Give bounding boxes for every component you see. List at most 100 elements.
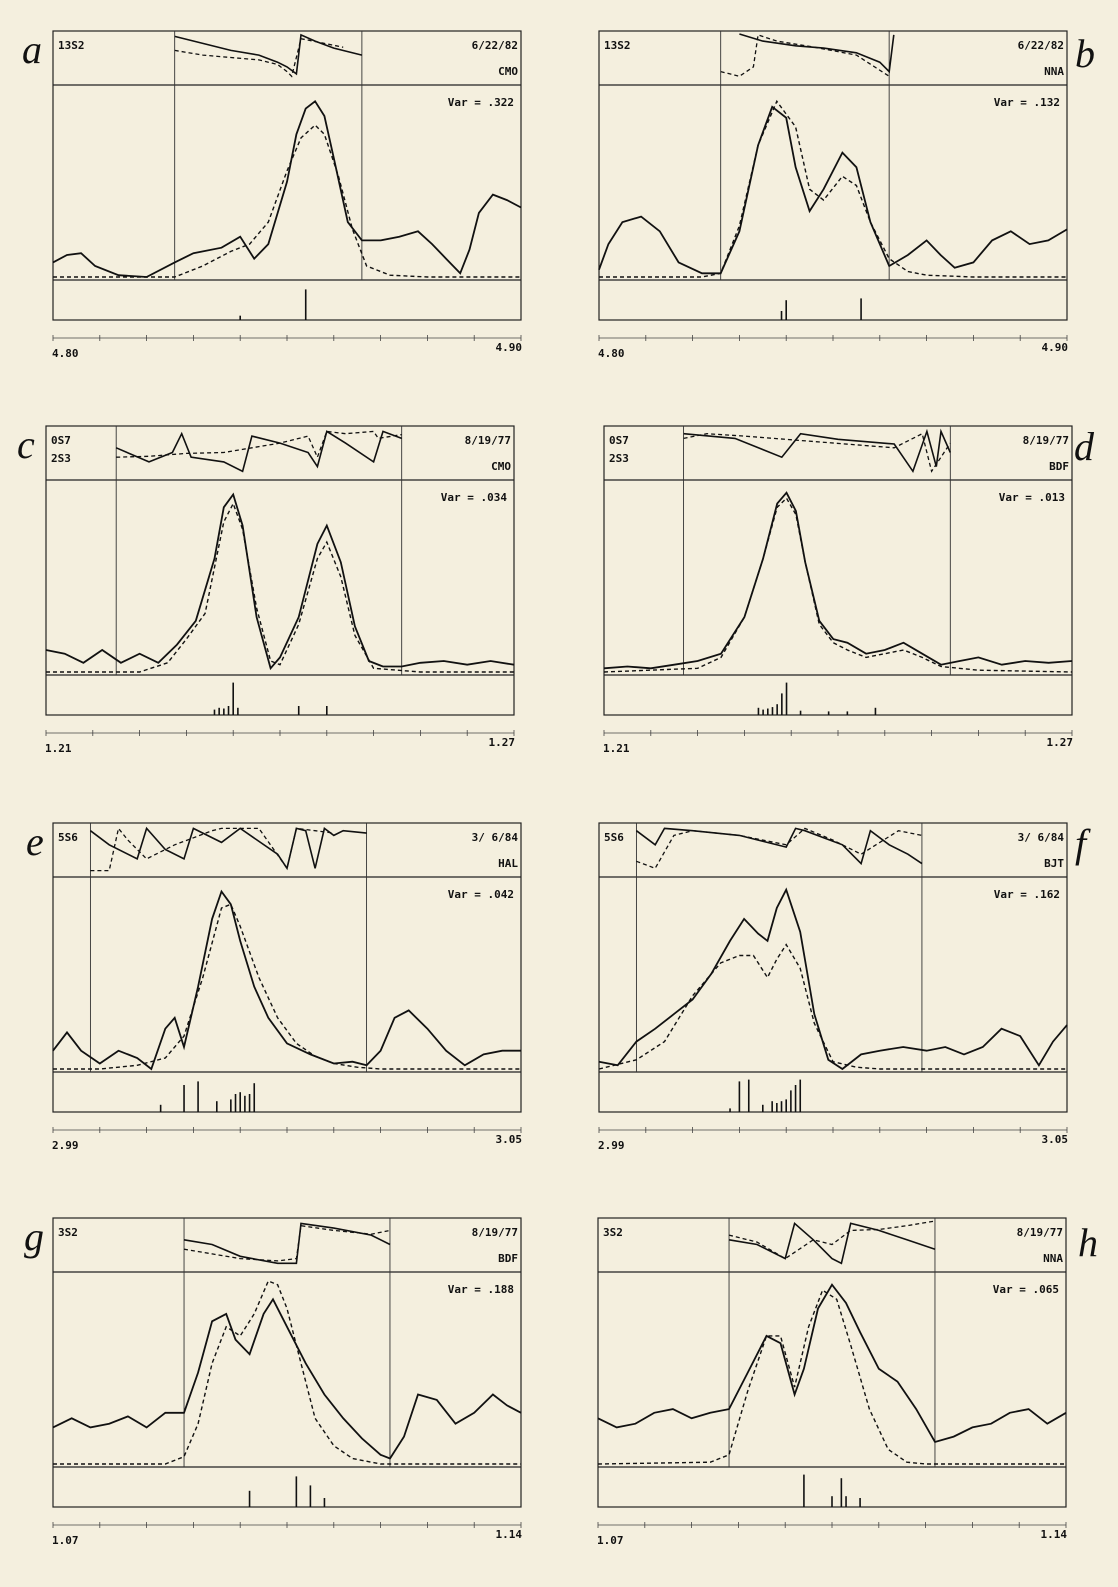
variance-label: Var = <box>447 888 481 901</box>
plot-frame <box>597 1217 1067 1508</box>
variance-label: Var = <box>998 491 1032 504</box>
station-code: CMO <box>491 460 511 473</box>
variance-value: .013 <box>1038 491 1066 504</box>
variance-value: .042 <box>487 888 515 901</box>
variance-readout: Var = .013 <box>999 492 1065 504</box>
phase-model-line <box>683 432 951 473</box>
phase-model-line <box>116 430 402 459</box>
x-axis-end-label: 1.27 <box>488 736 516 749</box>
panel-plot-e <box>52 822 522 1133</box>
panel-label: c <box>17 422 35 467</box>
spectrum-synthetic-line <box>598 943 1067 1070</box>
panel-b: 13S2 6/22/82 NNA Var = .132 4.80 4.90 b <box>598 30 1095 360</box>
date-label: 8/19/77 <box>1016 1226 1063 1239</box>
variance-label: Var = <box>993 888 1027 901</box>
panel-plot-c <box>45 425 515 736</box>
x-axis-start-label: 2.99 <box>52 1139 79 1152</box>
panel-plot-a <box>52 30 522 341</box>
variance-value: .322 <box>487 96 515 109</box>
phase-observed-line <box>174 33 363 76</box>
spectrum-synthetic-line <box>53 124 521 278</box>
spectrum-synthetic-line <box>46 501 514 673</box>
phase-model-line <box>174 37 344 78</box>
panel-label: g <box>24 1214 44 1259</box>
x-axis-end-label: 3.05 <box>495 1133 523 1146</box>
panel-e: 5S6 3/ 6/84 HAL Var = .042 2.99 3.05 e <box>26 822 523 1152</box>
mode-label: 5S6 <box>604 831 624 844</box>
spectrum-observed-line <box>598 887 1068 1071</box>
variance-label: Var = <box>440 491 474 504</box>
mode-label: 13S2 <box>58 39 85 52</box>
panel-plot-g <box>52 1217 522 1528</box>
panel-c: 0S7 2S3 8/19/77 CMO Var = .034 1.21 1.27 c <box>17 425 516 755</box>
mode-label: 0S7 <box>609 434 629 447</box>
spectrum-synthetic-line <box>599 99 1067 278</box>
variance-readout: Var = .065 <box>993 1284 1059 1296</box>
panel-a: 13S2 6/22/82 CMO Var = .322 4.80 4.90 a <box>22 30 522 360</box>
mode-label: 2S3 <box>609 452 629 465</box>
spectrum-observed-line <box>45 492 515 671</box>
station-code: BJT <box>1044 857 1064 870</box>
panel-label: b <box>1075 31 1095 76</box>
phase-observed-line <box>739 33 895 74</box>
panel-label: e <box>26 819 44 864</box>
variance-readout: Var = .322 <box>448 97 514 109</box>
x-axis-end-label: 4.90 <box>1041 341 1069 354</box>
panel-label: a <box>22 27 42 72</box>
mode-label: 3S2 <box>58 1226 78 1239</box>
station-code: NNA <box>1044 65 1064 78</box>
spectrum-synthetic-line <box>603 497 1073 673</box>
variance-value: .188 <box>487 1283 515 1296</box>
x-axis-end-label: 3.05 <box>1041 1133 1069 1146</box>
panel-label: h <box>1078 1220 1098 1265</box>
phase-model-line <box>183 1224 391 1262</box>
station-code: HAL <box>498 857 518 870</box>
date-label: 3/ 6/84 <box>471 831 518 844</box>
panel-g: 3S2 8/19/77 BDF Var = .188 1.07 1.14 g <box>24 1217 523 1547</box>
spectrum-observed-line <box>598 105 1068 275</box>
panel-plot-h <box>597 1217 1067 1528</box>
plot-frame <box>52 1217 522 1508</box>
phase-model-line <box>90 826 334 872</box>
mode-label: 13S2 <box>604 39 631 52</box>
panel-label: d <box>1074 424 1094 469</box>
panel-h: 3S2 8/19/77 NNA Var = .065 1.07 1.14 h <box>597 1217 1098 1547</box>
spectrum-observed-line <box>52 99 522 278</box>
spectrum-synthetic-line <box>53 903 521 1070</box>
panel-label: f <box>1075 821 1087 866</box>
variance-readout: Var = .042 <box>448 889 514 901</box>
spectrum-synthetic-line <box>597 1289 1066 1465</box>
variance-readout: Var = .162 <box>994 889 1060 901</box>
date-label: 3/ 6/84 <box>1017 831 1064 844</box>
phase-observed-line <box>635 827 923 866</box>
plot-frame <box>603 425 1073 716</box>
variance-readout: Var = .034 <box>441 492 507 504</box>
panel-f: 5S6 3/ 6/84 BJT Var = .162 2.99 3.05 f <box>598 822 1086 1152</box>
variance-label: Var = <box>992 1283 1026 1296</box>
date-label: 8/19/77 <box>464 434 511 447</box>
x-axis-start-label: 1.07 <box>597 1534 624 1547</box>
variance-label: Var = <box>447 96 481 109</box>
x-axis-start-label: 4.80 <box>598 347 625 360</box>
phase-observed-line <box>683 428 952 474</box>
phase-model-line <box>636 827 923 870</box>
x-axis-end-label: 1.14 <box>495 1528 523 1541</box>
phase-model-line <box>720 34 890 78</box>
date-label: 8/19/77 <box>471 1226 518 1239</box>
station-code: NNA <box>1043 1252 1063 1265</box>
variance-value: .162 <box>1033 888 1061 901</box>
variance-value: .034 <box>480 491 508 504</box>
variance-label: Var = <box>447 1283 481 1296</box>
panel-plot-d <box>603 425 1073 736</box>
variance-readout: Var = .188 <box>448 1284 514 1296</box>
date-label: 6/22/82 <box>471 39 518 52</box>
variance-readout: Var = .132 <box>994 97 1060 109</box>
x-axis-end-label: 1.27 <box>1046 736 1074 749</box>
mode-label: 5S6 <box>58 831 78 844</box>
date-label: 8/19/77 <box>1022 434 1069 447</box>
panel-plot-b <box>598 30 1068 341</box>
plot-frame <box>52 822 522 1113</box>
panel-d: 0S7 2S3 8/19/77 BDF Var = .013 1.21 1.27 d <box>603 425 1094 755</box>
phase-model-line <box>728 1220 936 1260</box>
spectrum-observed-line <box>597 1283 1067 1444</box>
